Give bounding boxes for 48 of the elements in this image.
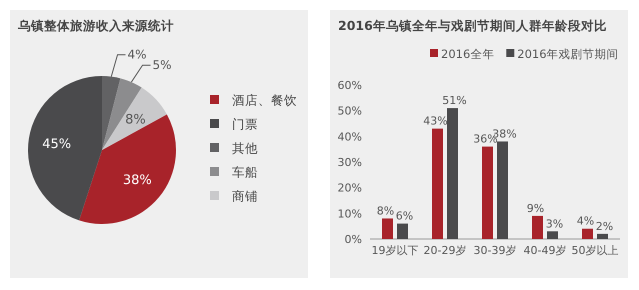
bar <box>482 146 493 239</box>
legend-label: 商铺 <box>232 188 258 204</box>
data-label: 4% <box>128 48 147 62</box>
bar <box>582 228 593 239</box>
data-label: 2% <box>596 220 614 233</box>
data-label: 38% <box>122 173 152 188</box>
x-tick-label: 20-29岁 <box>424 244 466 257</box>
data-label: 8% <box>125 112 146 128</box>
y-tick-label: 60% <box>338 79 362 92</box>
y-tick-label: 50% <box>338 104 362 118</box>
pie-slice <box>102 76 120 150</box>
x-tick-label: 19岁以下 <box>372 244 418 257</box>
y-tick-label: 40% <box>338 130 362 144</box>
bar <box>597 234 608 239</box>
y-tick-label: 10% <box>338 207 362 220</box>
data-label: 43% <box>423 114 448 128</box>
bar <box>432 128 443 239</box>
data-label: 8% <box>376 204 394 218</box>
pie-slice <box>28 76 102 220</box>
legend-label: 车船 <box>232 164 258 180</box>
data-label: 9% <box>526 202 544 215</box>
data-label: 6% <box>396 210 414 223</box>
data-label: 3% <box>546 217 564 230</box>
legend-label: 其他 <box>232 140 258 156</box>
chart-title: 2016年乌镇全年与戏剧节期间人群年龄段对比 <box>338 18 607 33</box>
data-label: 45% <box>42 136 72 152</box>
data-label: 51% <box>442 94 467 108</box>
pie-slice <box>102 88 167 150</box>
bar <box>547 231 558 239</box>
x-tick-label: 30-39岁 <box>474 244 516 257</box>
bar <box>497 141 508 239</box>
x-tick-label: 40-49岁 <box>524 244 566 257</box>
bar <box>447 108 458 239</box>
chart-title: 乌镇整体旅游收入来源统计 <box>17 18 174 33</box>
x-tick-label: 50岁以上 <box>572 244 618 257</box>
y-tick-label: 20% <box>338 182 362 195</box>
y-tick-label: 30% <box>338 156 362 169</box>
legend-label: 2016年戏剧节期间 <box>517 47 619 61</box>
pie-slice <box>79 114 176 224</box>
data-label: 4% <box>576 214 594 228</box>
legend-label: 2016全年 <box>441 47 494 61</box>
data-label: 5% <box>152 58 172 72</box>
bar <box>397 224 408 239</box>
bar <box>382 218 393 239</box>
y-tick-label: 0% <box>344 233 362 246</box>
legend-label: 酒店、餐饮 <box>232 92 297 108</box>
legend-label: 门票 <box>232 116 258 132</box>
bar <box>532 216 543 239</box>
